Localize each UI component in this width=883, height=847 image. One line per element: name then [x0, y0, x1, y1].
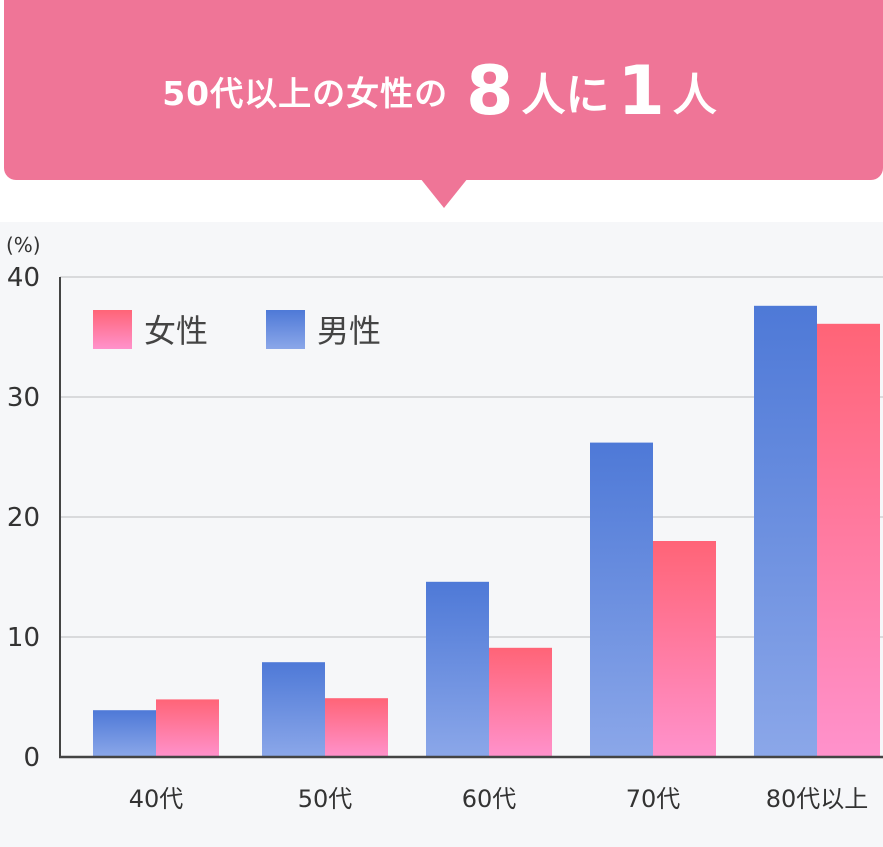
- x-tick-label-2: 60代: [462, 785, 517, 813]
- headline-lead: 50代以上の女性の: [162, 74, 449, 113]
- x-tick-label-1: 50代: [298, 785, 353, 813]
- y-tick-label-30: 30: [7, 383, 40, 413]
- x-tick-label-3: 70代: [626, 785, 681, 813]
- headline-banner: [4, 0, 883, 180]
- banner-pointer: [420, 178, 468, 208]
- y-tick-label-10: 10: [7, 623, 40, 653]
- bar-female-0: [156, 699, 219, 757]
- bar-male-4: [754, 305, 817, 757]
- bar-male-2: [426, 581, 489, 757]
- bar-female-3: [653, 541, 716, 757]
- chart-area: (%) 0 10 20 30 40 40代 50代 60代 70代 80代以上 女性 男性: [0, 222, 883, 847]
- headline-number-eight: 8: [466, 51, 514, 131]
- headline: 50代以上の女性の 8 人に 1 人: [4, 36, 883, 146]
- legend-swatch-male: [266, 310, 305, 349]
- headline-number-one: 1: [617, 51, 665, 131]
- bar-male-0: [93, 710, 156, 757]
- bar-female-4: [817, 323, 880, 757]
- unit-label: (%): [6, 233, 41, 257]
- bar-male-1: [262, 662, 325, 757]
- legend-swatch-female: [93, 310, 132, 349]
- y-tick-label-0: 0: [23, 743, 40, 773]
- bar-female-1: [325, 698, 388, 757]
- y-tick-label-40: 40: [7, 263, 40, 293]
- headline-nin: 人: [672, 70, 717, 121]
- headline-ni: 人に: [521, 70, 610, 121]
- bar-male-3: [590, 442, 653, 757]
- x-tick-label-4: 80代以上: [766, 785, 869, 813]
- y-tick-label-20: 20: [7, 503, 40, 533]
- legend-label-female: 女性: [144, 312, 208, 350]
- x-tick-label-0: 40代: [129, 785, 184, 813]
- legend-label-male: 男性: [317, 312, 381, 350]
- bar-chart: (%) 0 10 20 30 40 40代 50代 60代 70代 80代以上 女性 男性: [6, 233, 883, 813]
- bar-female-2: [489, 647, 552, 757]
